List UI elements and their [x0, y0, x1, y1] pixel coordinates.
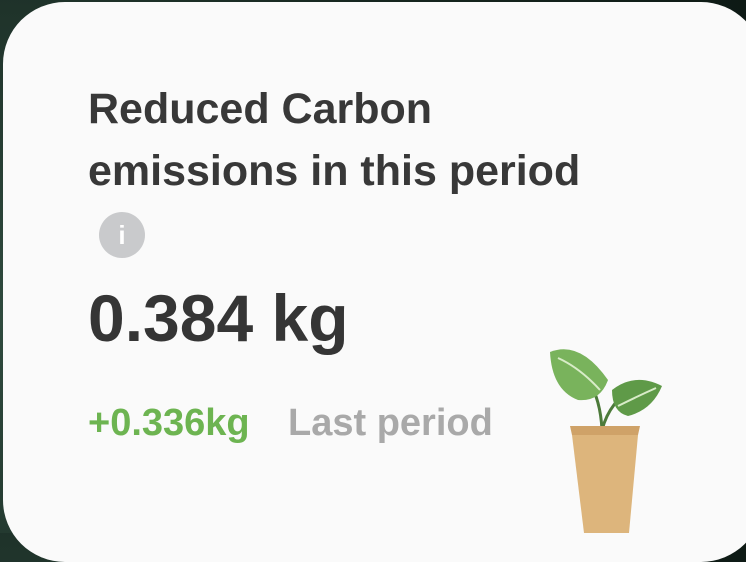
screen: Reduced Carbon emissions in this period …	[0, 0, 746, 533]
emission-value: 0.384 kg	[88, 280, 349, 356]
plant-illustration	[540, 340, 680, 533]
card-title: Reduced Carbon emissions in this period	[88, 78, 618, 202]
change-label: Last period	[288, 402, 493, 445]
info-icon[interactable]: i	[99, 212, 145, 258]
change-value: +0.336kg	[88, 402, 250, 445]
